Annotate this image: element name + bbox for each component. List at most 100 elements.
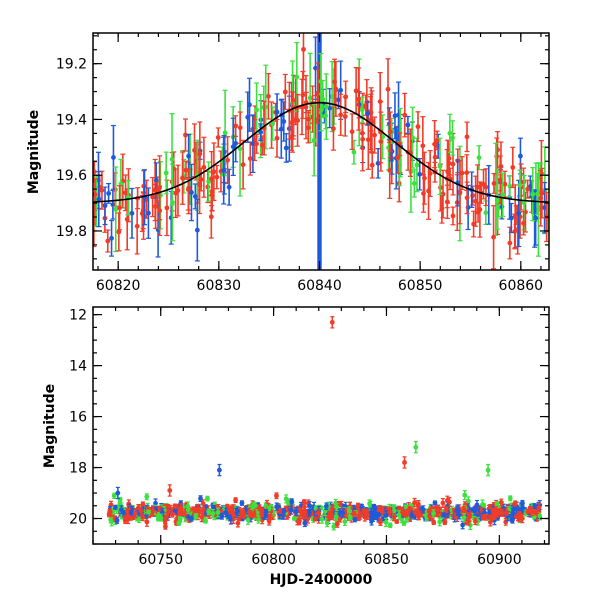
- data-point: [214, 164, 220, 190]
- data-point: [233, 497, 238, 503]
- data-point: [329, 510, 335, 521]
- data-point: [117, 185, 123, 231]
- data-point: [362, 512, 368, 522]
- data-point: [182, 118, 188, 152]
- data-point: [300, 33, 306, 81]
- data-point: [407, 128, 413, 177]
- data-point: [329, 316, 335, 329]
- bottom-xtick-label: 60750: [138, 552, 183, 568]
- data-point: [434, 130, 440, 151]
- data-point: [144, 493, 150, 501]
- data-point: [128, 510, 134, 516]
- data-point: [110, 189, 116, 220]
- data-point: [223, 507, 229, 518]
- data-point: [507, 495, 513, 502]
- data-point: [462, 490, 468, 501]
- bottom-ytick-label: 20: [69, 512, 87, 528]
- data-point: [539, 167, 545, 219]
- data-point: [251, 501, 256, 509]
- data-point: [138, 506, 144, 516]
- data-point: [109, 516, 115, 527]
- data-point: [206, 508, 212, 516]
- data-point: [407, 506, 413, 512]
- data-point: [494, 501, 500, 506]
- data-point: [299, 78, 305, 136]
- data-point: [145, 187, 151, 239]
- data-point: [414, 137, 420, 193]
- data-point: [302, 519, 308, 528]
- top-data-points: [93, 33, 549, 270]
- bottom-ytick-label: 12: [69, 308, 87, 324]
- data-point: [349, 113, 355, 151]
- data-point: [340, 507, 346, 518]
- data-point: [115, 486, 121, 500]
- data-point: [378, 518, 383, 526]
- data-point: [440, 169, 446, 219]
- data-point: [372, 116, 378, 154]
- data-point: [356, 67, 362, 131]
- data-point: [246, 507, 252, 517]
- data-point: [426, 161, 432, 220]
- data-point: [508, 202, 514, 234]
- data-point: [379, 507, 385, 514]
- data-point: [504, 509, 509, 516]
- data-point: [263, 508, 269, 516]
- data-point: [532, 509, 538, 515]
- data-point: [123, 174, 129, 212]
- data-point: [319, 514, 325, 524]
- data-point: [507, 175, 513, 198]
- data-point: [251, 511, 257, 518]
- data-point: [352, 516, 358, 523]
- data-point: [96, 171, 102, 228]
- data-point: [461, 512, 467, 523]
- data-point: [211, 142, 217, 202]
- data-point: [194, 198, 200, 262]
- data-point: [457, 160, 463, 225]
- data-point: [502, 170, 508, 198]
- data-point: [285, 498, 291, 506]
- data-point: [375, 148, 381, 179]
- data-point: [93, 178, 98, 211]
- data-point: [165, 508, 171, 515]
- data-point: [429, 506, 434, 513]
- data-point: [431, 520, 437, 526]
- data-point: [369, 515, 375, 526]
- data-point: [510, 508, 516, 519]
- data-point: [258, 123, 264, 142]
- data-point: [527, 505, 533, 511]
- bottom-ytick-label: 14: [69, 359, 87, 375]
- data-point: [154, 181, 160, 202]
- data-point: [218, 150, 224, 193]
- data-point: [497, 155, 503, 205]
- data-point: [372, 505, 378, 511]
- data-point: [542, 181, 548, 234]
- data-point: [318, 93, 324, 132]
- data-point: [410, 106, 416, 169]
- data-point: [204, 495, 210, 502]
- data-point: [500, 172, 506, 217]
- data-point: [464, 181, 470, 215]
- data-point: [464, 121, 470, 153]
- data-point: [338, 93, 344, 136]
- data-point: [316, 508, 322, 519]
- data-point: [198, 167, 204, 192]
- top-ytick-label: 19.2: [56, 57, 87, 73]
- top-ytick-label: 19.6: [56, 168, 87, 184]
- data-point: [510, 146, 516, 189]
- data-point: [535, 172, 541, 215]
- bottom-frame: [92, 306, 550, 545]
- data-point: [525, 179, 531, 199]
- data-point: [394, 519, 400, 524]
- data-point: [503, 518, 509, 526]
- data-point: [383, 510, 389, 521]
- top-ylabel: Magnitude: [26, 110, 42, 194]
- data-point: [188, 515, 194, 522]
- data-point: [307, 501, 312, 511]
- data-point: [400, 507, 405, 517]
- top-ytick-label: 19.4: [56, 112, 87, 128]
- data-point: [432, 500, 438, 506]
- data-point: [296, 515, 302, 525]
- top-xtick-label: 60850: [398, 278, 443, 294]
- bottom-xtick-label: 60800: [251, 552, 296, 568]
- data-point: [240, 139, 246, 190]
